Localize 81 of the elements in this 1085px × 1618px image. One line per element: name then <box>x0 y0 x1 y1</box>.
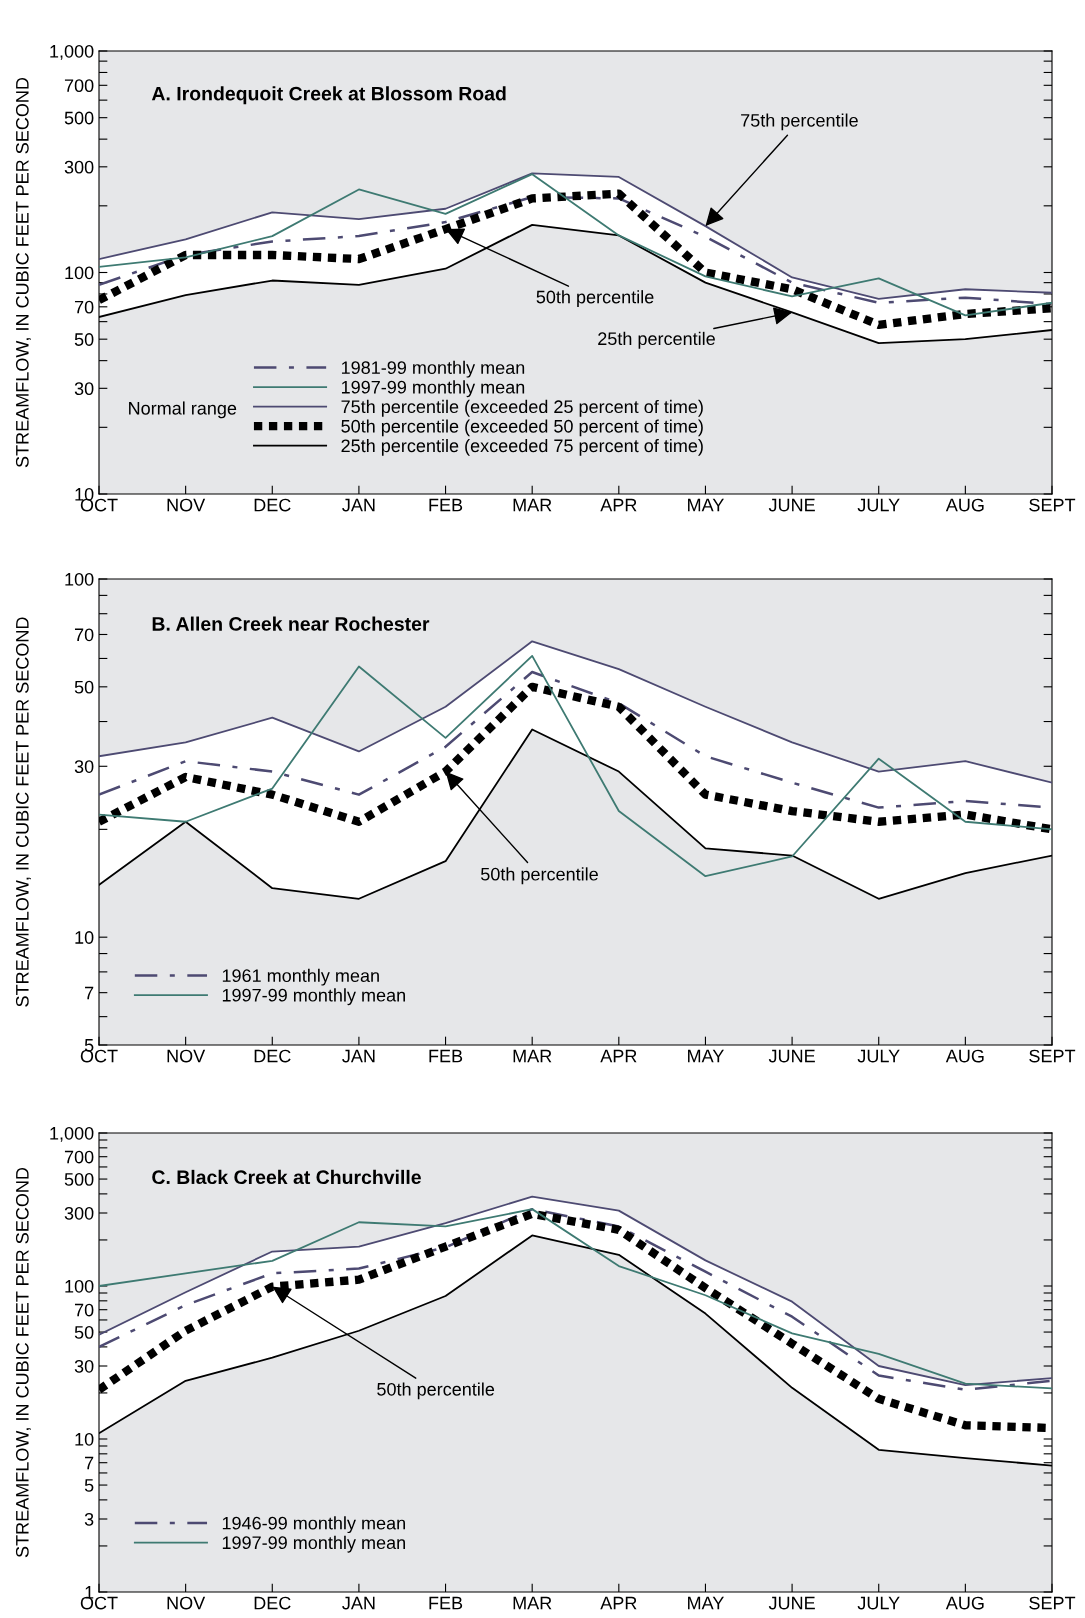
y-tick-label: 100 <box>65 266 94 280</box>
legend-label: 1961 monthly mean <box>222 968 379 986</box>
x-tick-label: DEC <box>254 498 291 512</box>
legend-label: 1997-99 monthly mean <box>222 1535 405 1553</box>
x-tick-label: JULY <box>857 1049 900 1063</box>
y-tick-label: 3 <box>84 1512 94 1526</box>
y-tick-label: 70 <box>74 628 94 642</box>
x-tick-label: NOV <box>167 1596 206 1610</box>
y-tick-label: 70 <box>74 300 94 314</box>
text: A. Irondequoit Creek at Blossom Road <box>151 86 506 105</box>
annotation: 50th percentile <box>480 867 598 885</box>
y-axis-title: STREAMFLOW, IN CUBIC FEET PER SECOND <box>15 617 31 1007</box>
x-tick-label: DEC <box>254 1049 291 1063</box>
y-axis-title: STREAMFLOW, IN CUBIC FEET PER SECOND <box>15 77 31 468</box>
x-tick-label: SEPT <box>1029 1049 1076 1063</box>
y-tick-label: 300 <box>64 160 94 174</box>
x-tick-label: NOV <box>167 1049 206 1063</box>
y-tick-label: 50 <box>74 680 94 694</box>
y-tick-label: 700 <box>64 1150 94 1164</box>
x-tick-label: MAR <box>513 1049 552 1063</box>
x-tick-label: JAN <box>342 1596 375 1610</box>
x-tick-label: MAR <box>513 1596 552 1610</box>
x-tick-label: SEPT <box>1029 498 1076 512</box>
y-tick-label: 7 <box>85 986 94 1000</box>
x-tick-label: JULY <box>857 498 900 512</box>
text: B. Allen Creek near Rochester <box>152 616 430 631</box>
x-tick-label: JAN <box>342 1049 375 1063</box>
y-tick-label: 100 <box>65 572 94 586</box>
x-tick-label: JUNE <box>768 1049 815 1063</box>
x-tick-label: MAR <box>513 498 552 512</box>
x-tick-label: APR <box>600 1049 637 1063</box>
y-tick-label: 30 <box>74 760 94 773</box>
legend-label: 50th percentile (exceeded 50 percent of time) <box>341 419 703 437</box>
y-tick-label: 500 <box>64 1172 94 1186</box>
x-tick-label: JAN <box>342 498 375 512</box>
y-tick-label: 300 <box>64 1206 94 1220</box>
legend-label: 1997-99 monthly mean <box>222 988 405 1006</box>
text: C. Black Creek at Churchville <box>152 1169 421 1185</box>
y-tick-label: 50 <box>74 1325 94 1339</box>
y-tick-label: 1,000 <box>50 1126 94 1142</box>
y-axis-title: STREAMFLOW, IN CUBIC FEET PER SECOND <box>15 1167 31 1558</box>
y-tick-label: 1,000 <box>50 44 94 60</box>
annotation: Normal range <box>129 401 237 419</box>
annotation: 25th percentile <box>598 331 715 349</box>
x-tick-label: JULY <box>857 1596 900 1610</box>
x-tick-label: MAY <box>688 1596 724 1610</box>
x-tick-label: MAY <box>688 498 724 512</box>
y-tick-label: 700 <box>64 79 94 93</box>
annotation: 75th percentile <box>741 113 858 131</box>
line-series <box>99 640 1052 784</box>
x-tick-label: AUG <box>945 1049 984 1063</box>
legend-label: 25th percentile (exceeded 75 percent of time) <box>341 438 703 456</box>
y-tick-label: 10 <box>75 931 94 944</box>
x-tick-label: FEB <box>429 1049 463 1063</box>
legend-label: 1946-99 monthly mean <box>222 1516 405 1534</box>
y-tick-label: 30 <box>74 382 94 396</box>
x-tick-label: DEC <box>254 1596 291 1610</box>
x-tick-label: FEB <box>429 498 463 512</box>
x-tick-label: APR <box>600 1596 637 1610</box>
annotation: 50th percentile <box>377 1382 495 1400</box>
x-tick-label: APR <box>600 498 637 512</box>
x-tick-label: AUG <box>945 498 984 512</box>
legend-label: 1981-99 monthly mean <box>341 360 525 378</box>
x-tick-label: JUNE <box>768 498 815 512</box>
legend-label: 1997-99 monthly mean <box>341 380 525 398</box>
x-tick-label: SEPT <box>1029 1596 1076 1610</box>
x-tick-label: JUNE <box>768 1596 815 1610</box>
x-tick-label: AUG <box>945 1596 984 1610</box>
legend-label: 75th percentile (exceeded 25 percent of time) <box>341 399 703 417</box>
y-tick-label: 70 <box>74 1303 94 1317</box>
y-tick-label: 10 <box>75 1432 94 1446</box>
x-tick-label: NOV <box>167 498 206 512</box>
y-tick-label: 5 <box>84 1479 94 1492</box>
y-tick-label: 30 <box>74 1359 94 1373</box>
x-tick-label: MAY <box>688 1049 724 1063</box>
y-tick-label: 500 <box>64 111 94 125</box>
y-tick-label: 50 <box>74 333 94 346</box>
y-tick-label: 7 <box>85 1456 94 1470</box>
annotation: 50th percentile <box>536 290 654 307</box>
y-tick-label: 100 <box>65 1279 94 1293</box>
x-tick-label: FEB <box>429 1596 463 1610</box>
